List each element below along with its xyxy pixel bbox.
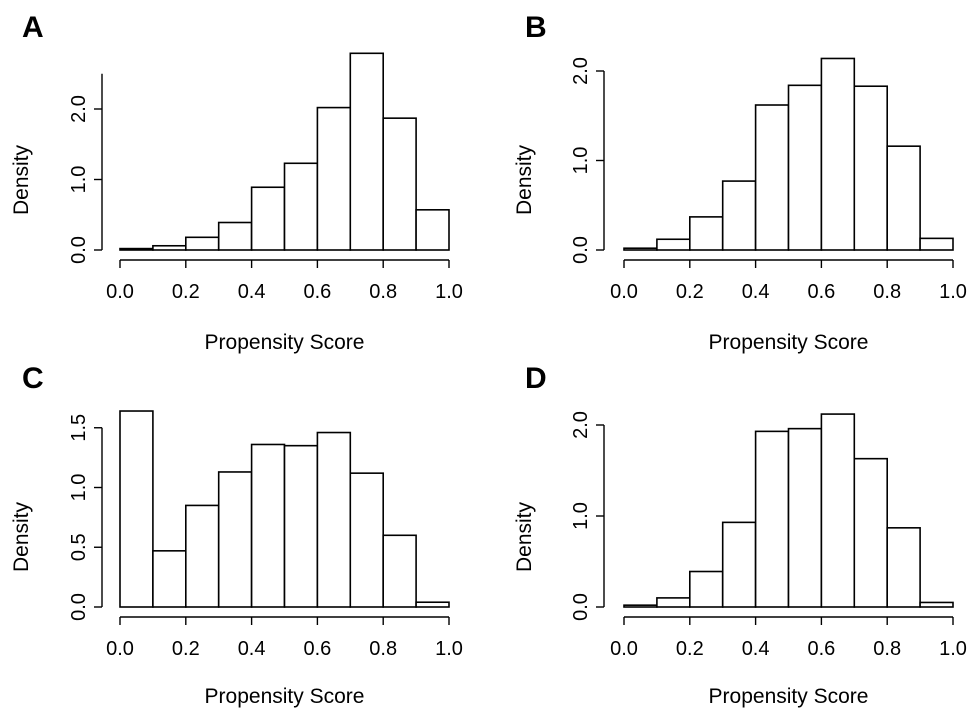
histogram-bar	[349, 472, 384, 608]
x-tick-label: 0.4	[742, 281, 770, 303]
x-tick-label: 0.2	[676, 638, 704, 660]
histogram-bar	[754, 104, 790, 251]
y-tick-label: 1.0	[68, 474, 90, 502]
x-tick-label: 0.6	[303, 638, 331, 660]
x-tick-label: 0.6	[303, 281, 331, 303]
histogram-bar	[853, 457, 888, 608]
y-tick-label: 2.0	[68, 95, 90, 123]
y-axis-label: Density	[513, 144, 536, 215]
x-tick-label: 1.0	[939, 281, 967, 303]
x-tick-label: 0.8	[369, 281, 397, 303]
histogram-bar	[688, 216, 724, 251]
x-tick-label: 0.0	[106, 638, 134, 660]
histogram-bar	[787, 84, 823, 251]
histogram-bar	[316, 106, 352, 251]
y-tick-label: 0.0	[68, 593, 90, 621]
histogram-bar	[415, 601, 450, 608]
panel-label: C	[22, 362, 44, 395]
x-tick-label: 0.4	[742, 638, 770, 660]
histogram-bar	[250, 186, 286, 251]
x-tick-label: 1.0	[435, 281, 463, 303]
histogram-panel-a: 0.0 0.2 0.4 0.6 0.8 1.0 0.0 1.0 2.0 Propensity Sc…	[10, 11, 463, 354]
y-tick-label: 1.0	[68, 166, 90, 194]
histogram-bar	[820, 413, 856, 608]
histogram-bar	[623, 247, 658, 251]
y-axis-label: Density	[10, 501, 33, 572]
histogram-bar	[656, 597, 691, 608]
histogram-bar	[119, 410, 154, 608]
y-tick-label: 2.0	[570, 411, 592, 439]
x-tick-label: 1.0	[939, 638, 967, 660]
histogram-bar	[250, 443, 286, 608]
x-tick-label: 0.2	[172, 281, 200, 303]
x-tick-label: 1.0	[435, 638, 463, 660]
histogram-bar	[886, 527, 921, 608]
histogram-bar	[217, 221, 253, 251]
histogram-bar	[415, 209, 450, 251]
histogram-bar	[152, 244, 187, 251]
x-tick-label: 0.2	[676, 281, 704, 303]
histogram-bar	[152, 550, 187, 608]
y-axis-label: Density	[513, 501, 536, 572]
histogram-bar	[919, 237, 954, 251]
histogram-bar	[283, 162, 319, 251]
histogram-bar	[721, 521, 757, 608]
x-axis-label: Propensity Score	[709, 331, 869, 354]
x-tick-label: 0.0	[106, 281, 134, 303]
histogram-bar	[185, 504, 220, 608]
histogram-bar	[316, 431, 352, 608]
panel-label: B	[525, 11, 547, 44]
histogram-bar	[185, 236, 220, 251]
panel-label: A	[22, 11, 44, 44]
histogram-bar	[382, 117, 417, 251]
x-tick-label: 0.0	[610, 281, 638, 303]
histogram-bar	[349, 52, 384, 251]
histogram-bar	[820, 57, 856, 251]
y-tick-label: 2.0	[570, 57, 592, 85]
histogram-bar	[688, 570, 724, 608]
y-tick-label: 1.5	[68, 414, 90, 442]
x-axis-label: Propensity Score	[709, 685, 869, 708]
x-tick-label: 0.2	[172, 638, 200, 660]
histogram-bar	[919, 601, 954, 608]
histogram-bar	[656, 238, 691, 251]
x-tick-label: 0.4	[238, 638, 266, 660]
histogram-panel-d: 0.0 0.2 0.4 0.6 0.8 1.0 0.0 1.0 2.0 Propensity Sc…	[513, 362, 967, 708]
panel-label: D	[525, 362, 547, 395]
x-tick-label: 0.8	[873, 281, 901, 303]
y-tick-label: 0.0	[68, 236, 90, 264]
histogram-panel-c: 0.0 0.2 0.4 0.6 0.8 1.0 0.0 0.5 1.0 1.5 Propensity…	[10, 362, 463, 708]
x-axis-label: Propensity Score	[205, 685, 365, 708]
x-tick-label: 0.6	[807, 638, 835, 660]
y-tick-label: 0.0	[570, 593, 592, 621]
y-tick-label: 0.0	[570, 236, 592, 264]
histogram-bar	[721, 180, 757, 251]
y-tick-label: 1.0	[570, 147, 592, 175]
x-tick-label: 0.6	[807, 281, 835, 303]
x-tick-label: 0.8	[873, 638, 901, 660]
y-axis-label: Density	[10, 144, 33, 215]
histogram-bar	[754, 430, 790, 608]
x-axis-label: Propensity Score	[205, 331, 365, 354]
histogram-bar	[787, 427, 823, 608]
histogram-panel-b: 0.0 0.2 0.4 0.6 0.8 1.0 0.0 1.0 2.0 Propensity Sc…	[513, 11, 967, 354]
histogram-bar	[283, 444, 319, 608]
x-tick-label: 0.8	[369, 638, 397, 660]
histogram-bar	[217, 471, 253, 608]
histogram-bar	[119, 247, 154, 251]
y-tick-label: 1.0	[570, 502, 592, 530]
histogram-bar	[886, 145, 921, 251]
histogram-bar	[623, 604, 658, 608]
x-tick-label: 0.4	[238, 281, 266, 303]
x-tick-label: 0.0	[610, 638, 638, 660]
histogram-bar	[382, 534, 417, 608]
y-tick-label: 0.5	[68, 533, 90, 561]
histogram-bar	[853, 85, 888, 251]
